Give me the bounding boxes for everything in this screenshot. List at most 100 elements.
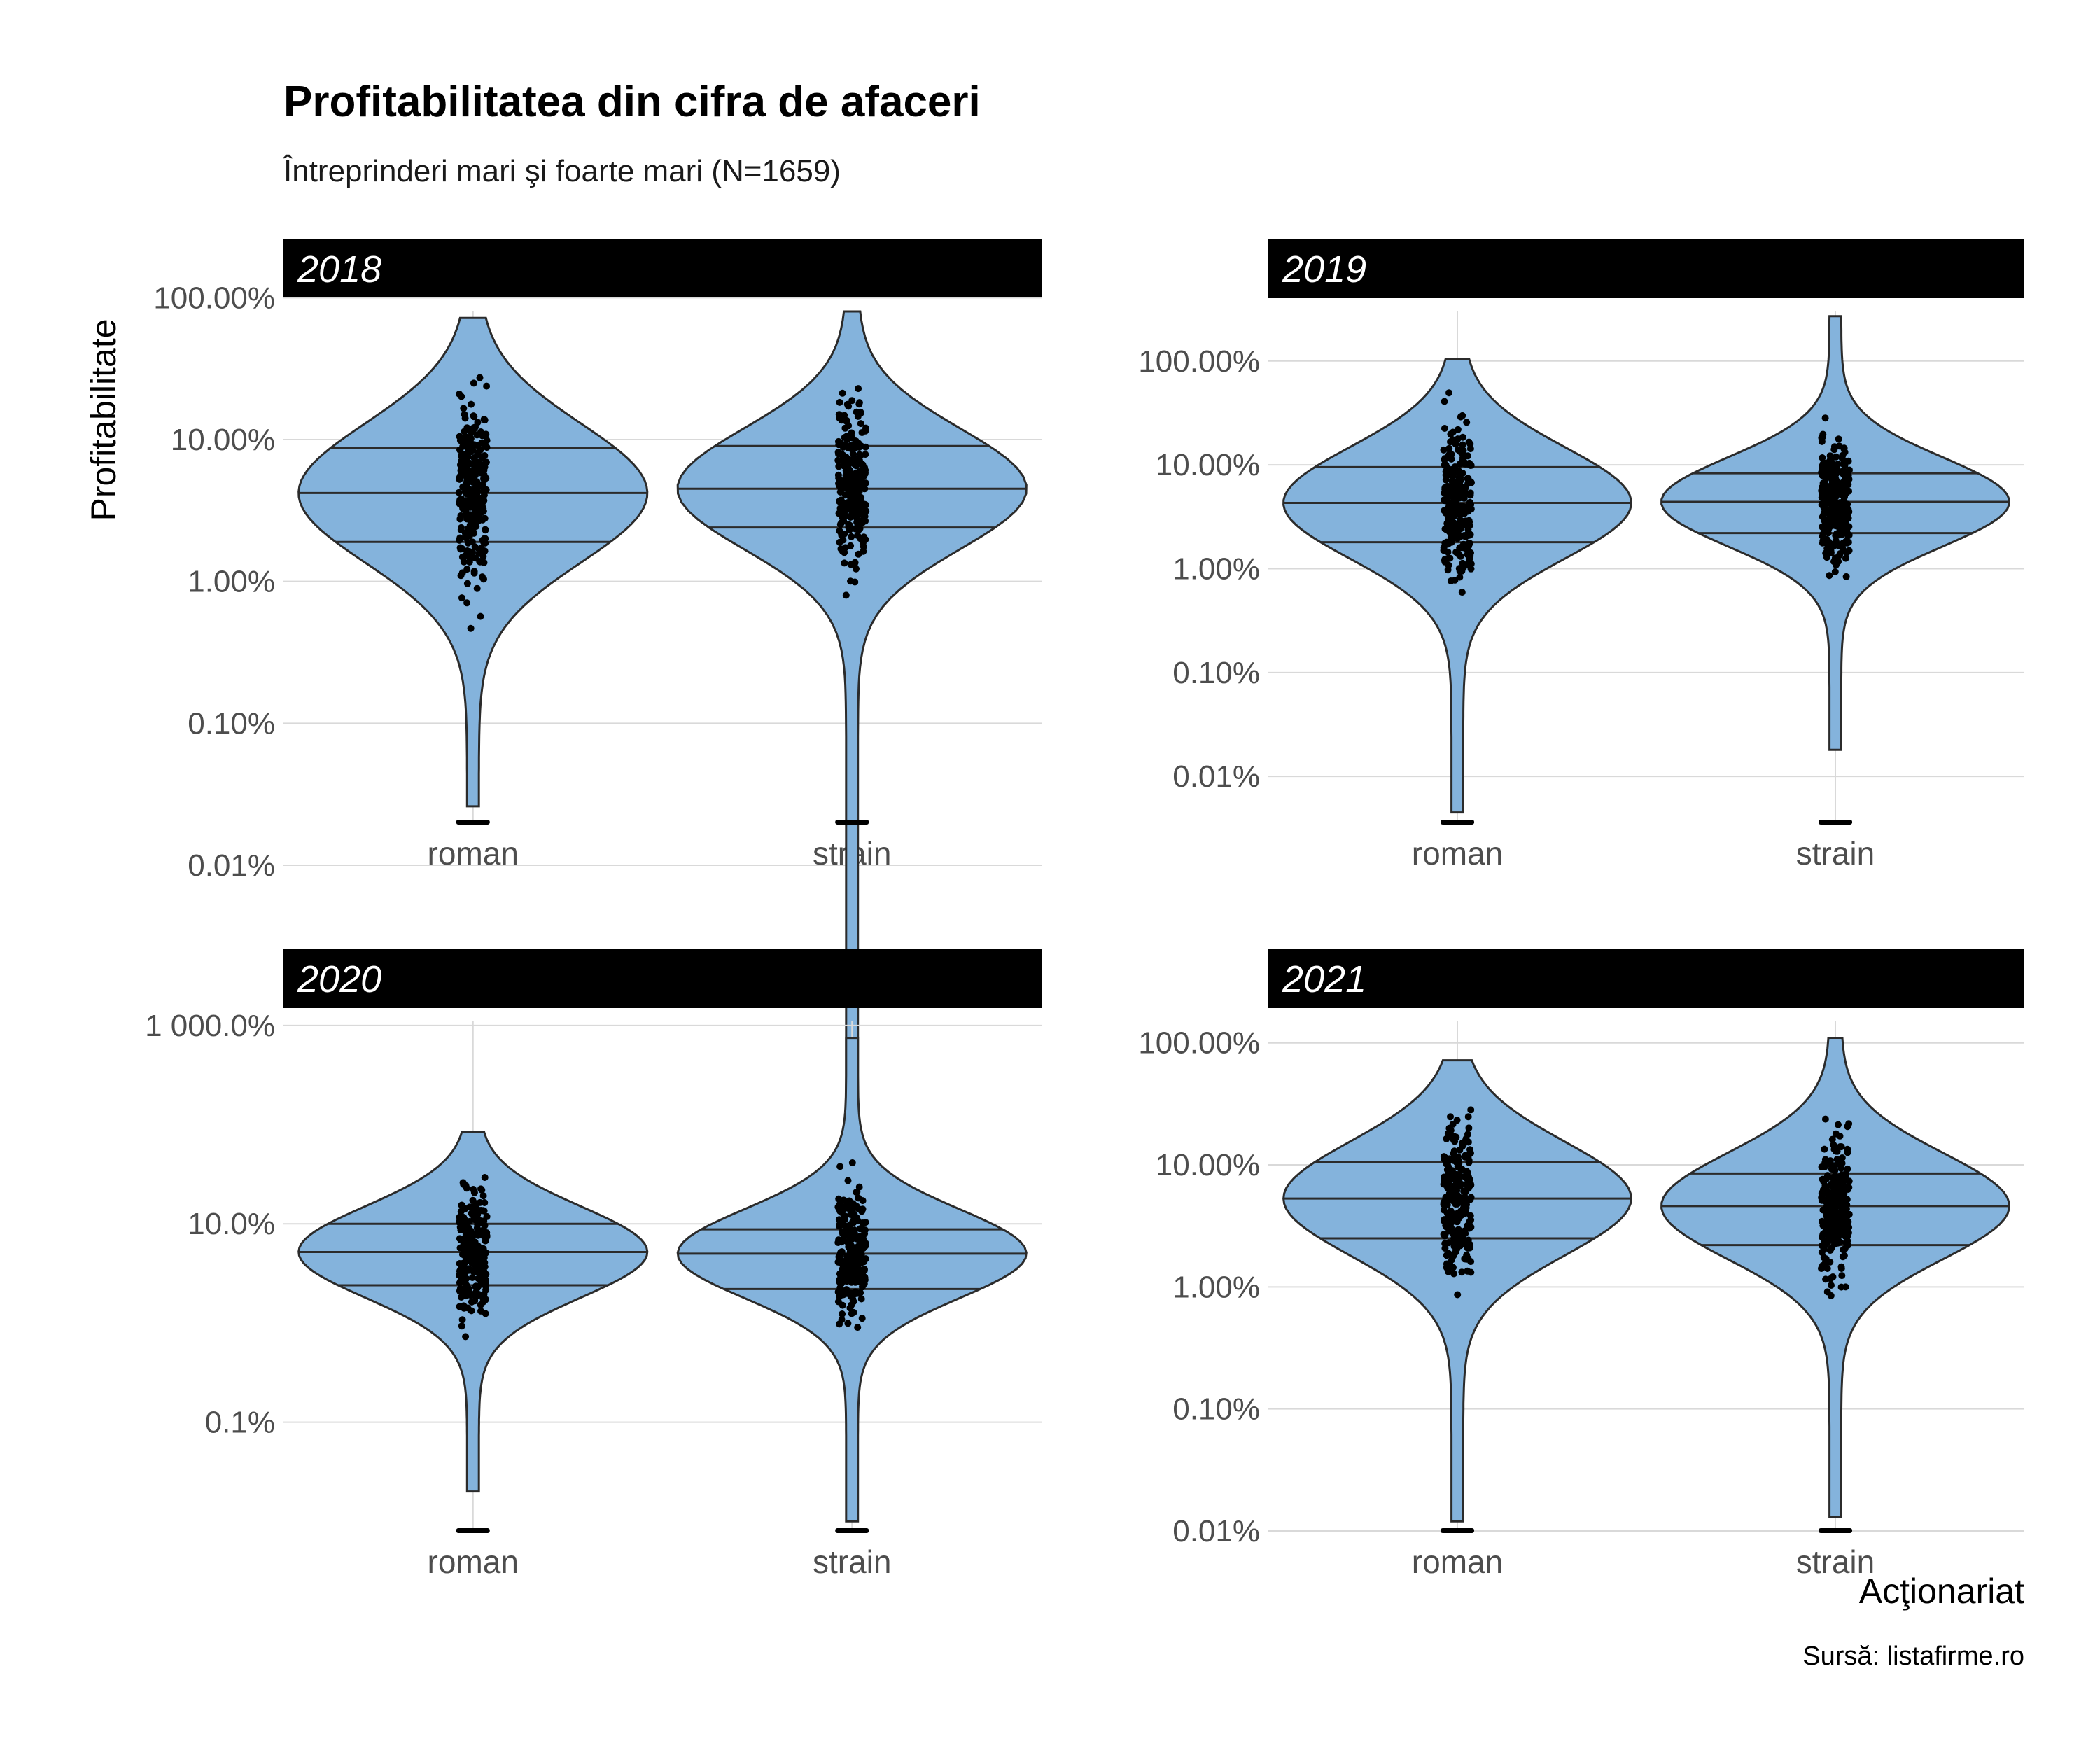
data-point [473,431,481,439]
data-point [1454,1291,1462,1298]
data-point [850,1271,858,1279]
data-point [854,509,862,517]
data-point [458,393,465,400]
data-point [480,538,488,546]
data-point [479,1192,487,1200]
data-point [851,578,859,586]
chart-title: Profitabilitatea din cifra de afaceri [284,78,981,126]
caption: Sursă: listafirme.ro [1802,1642,2024,1671]
data-point [1821,1230,1829,1238]
data-point [1457,1182,1464,1190]
y-tick-label: 0.01% [1172,760,1260,794]
data-point [1831,554,1839,562]
data-point [1832,1218,1840,1225]
data-point [470,568,478,575]
data-point [836,1320,844,1328]
data-point [458,1316,466,1324]
data-point [478,1245,486,1252]
facet-panel-2020: 2020 1 000.0% 10.0% 0.1% roman strain [145,949,1042,1580]
data-point [848,533,855,540]
data-point [1444,540,1452,548]
data-point [1444,1184,1452,1191]
y-tick-label: 0.1% [205,1406,275,1440]
data-point [850,1229,858,1237]
data-point [854,412,862,420]
data-point [458,1271,466,1279]
data-point [836,1293,844,1301]
data-point [1840,1224,1848,1232]
data-point [1458,506,1466,514]
data-point [1458,449,1466,457]
data-point [842,503,849,510]
data-point [1845,1177,1853,1185]
data-point [1457,413,1464,421]
data-point [473,478,481,486]
data-point [1823,1288,1831,1296]
data-point [1831,1240,1838,1248]
data-point [1826,485,1833,493]
data-point [1441,1240,1449,1247]
data-point [1820,1186,1827,1194]
data-point [852,438,860,445]
data-point [1448,455,1455,463]
data-point [1452,525,1460,533]
x-tick-label: roman [1412,1544,1503,1580]
data-point [475,1252,483,1259]
data-point [842,592,850,599]
data-point [858,1245,864,1252]
data-point [1441,398,1448,405]
data-point [848,397,856,405]
facet-strip-label: 2021 [1282,958,1366,1000]
data-point [1459,441,1466,449]
data-point [1460,564,1467,572]
data-point [1455,1156,1462,1164]
data-point [1464,518,1472,526]
data-point [470,379,477,387]
data-point [460,558,468,566]
data-point [467,624,475,632]
data-point [1845,547,1853,554]
data-point [847,1289,855,1297]
data-point [1846,466,1853,474]
data-point [853,514,860,522]
data-point [1823,1212,1830,1219]
violin-roman [1282,1059,1632,1522]
data-point [1466,1146,1474,1154]
data-point [1466,549,1474,556]
data-point [843,1261,850,1269]
data-point [479,488,487,496]
y-tick-label: 100.00% [1138,344,1260,379]
data-point [1841,1245,1849,1252]
violin-strain [676,310,1028,1094]
data-point [847,524,855,532]
facet-strip-label: 2018 [297,248,382,290]
data-point [482,526,489,534]
data-point [479,432,486,440]
data-point [844,1320,852,1327]
data-point [835,1236,843,1244]
facet-strip [284,239,1042,298]
data-point [1842,1239,1850,1247]
data-point [467,441,475,449]
data-point [1450,1270,1457,1278]
data-point [471,1238,479,1246]
data-point [461,411,468,419]
data-point [858,1270,866,1278]
data-point [1464,1130,1471,1138]
data-point [458,452,465,460]
points-roman [1440,389,1475,596]
data-point [470,1186,477,1193]
y-tick-label: 0.10% [188,706,275,741]
data-point [1464,1267,1471,1275]
data-point [1447,1207,1455,1214]
data-point [1819,433,1826,441]
data-point [1835,541,1843,549]
data-point [834,471,842,479]
data-point [1462,533,1470,540]
data-point [1457,477,1464,484]
points-strain [834,385,870,599]
data-point [858,1295,865,1303]
data-point [1837,1217,1844,1225]
facet-panel-2021: 2021 100.00% 10.00% 1.00% 0.10% 0.01% roman str… [1138,949,2024,1580]
y-tick-label: 0.10% [1172,656,1260,690]
